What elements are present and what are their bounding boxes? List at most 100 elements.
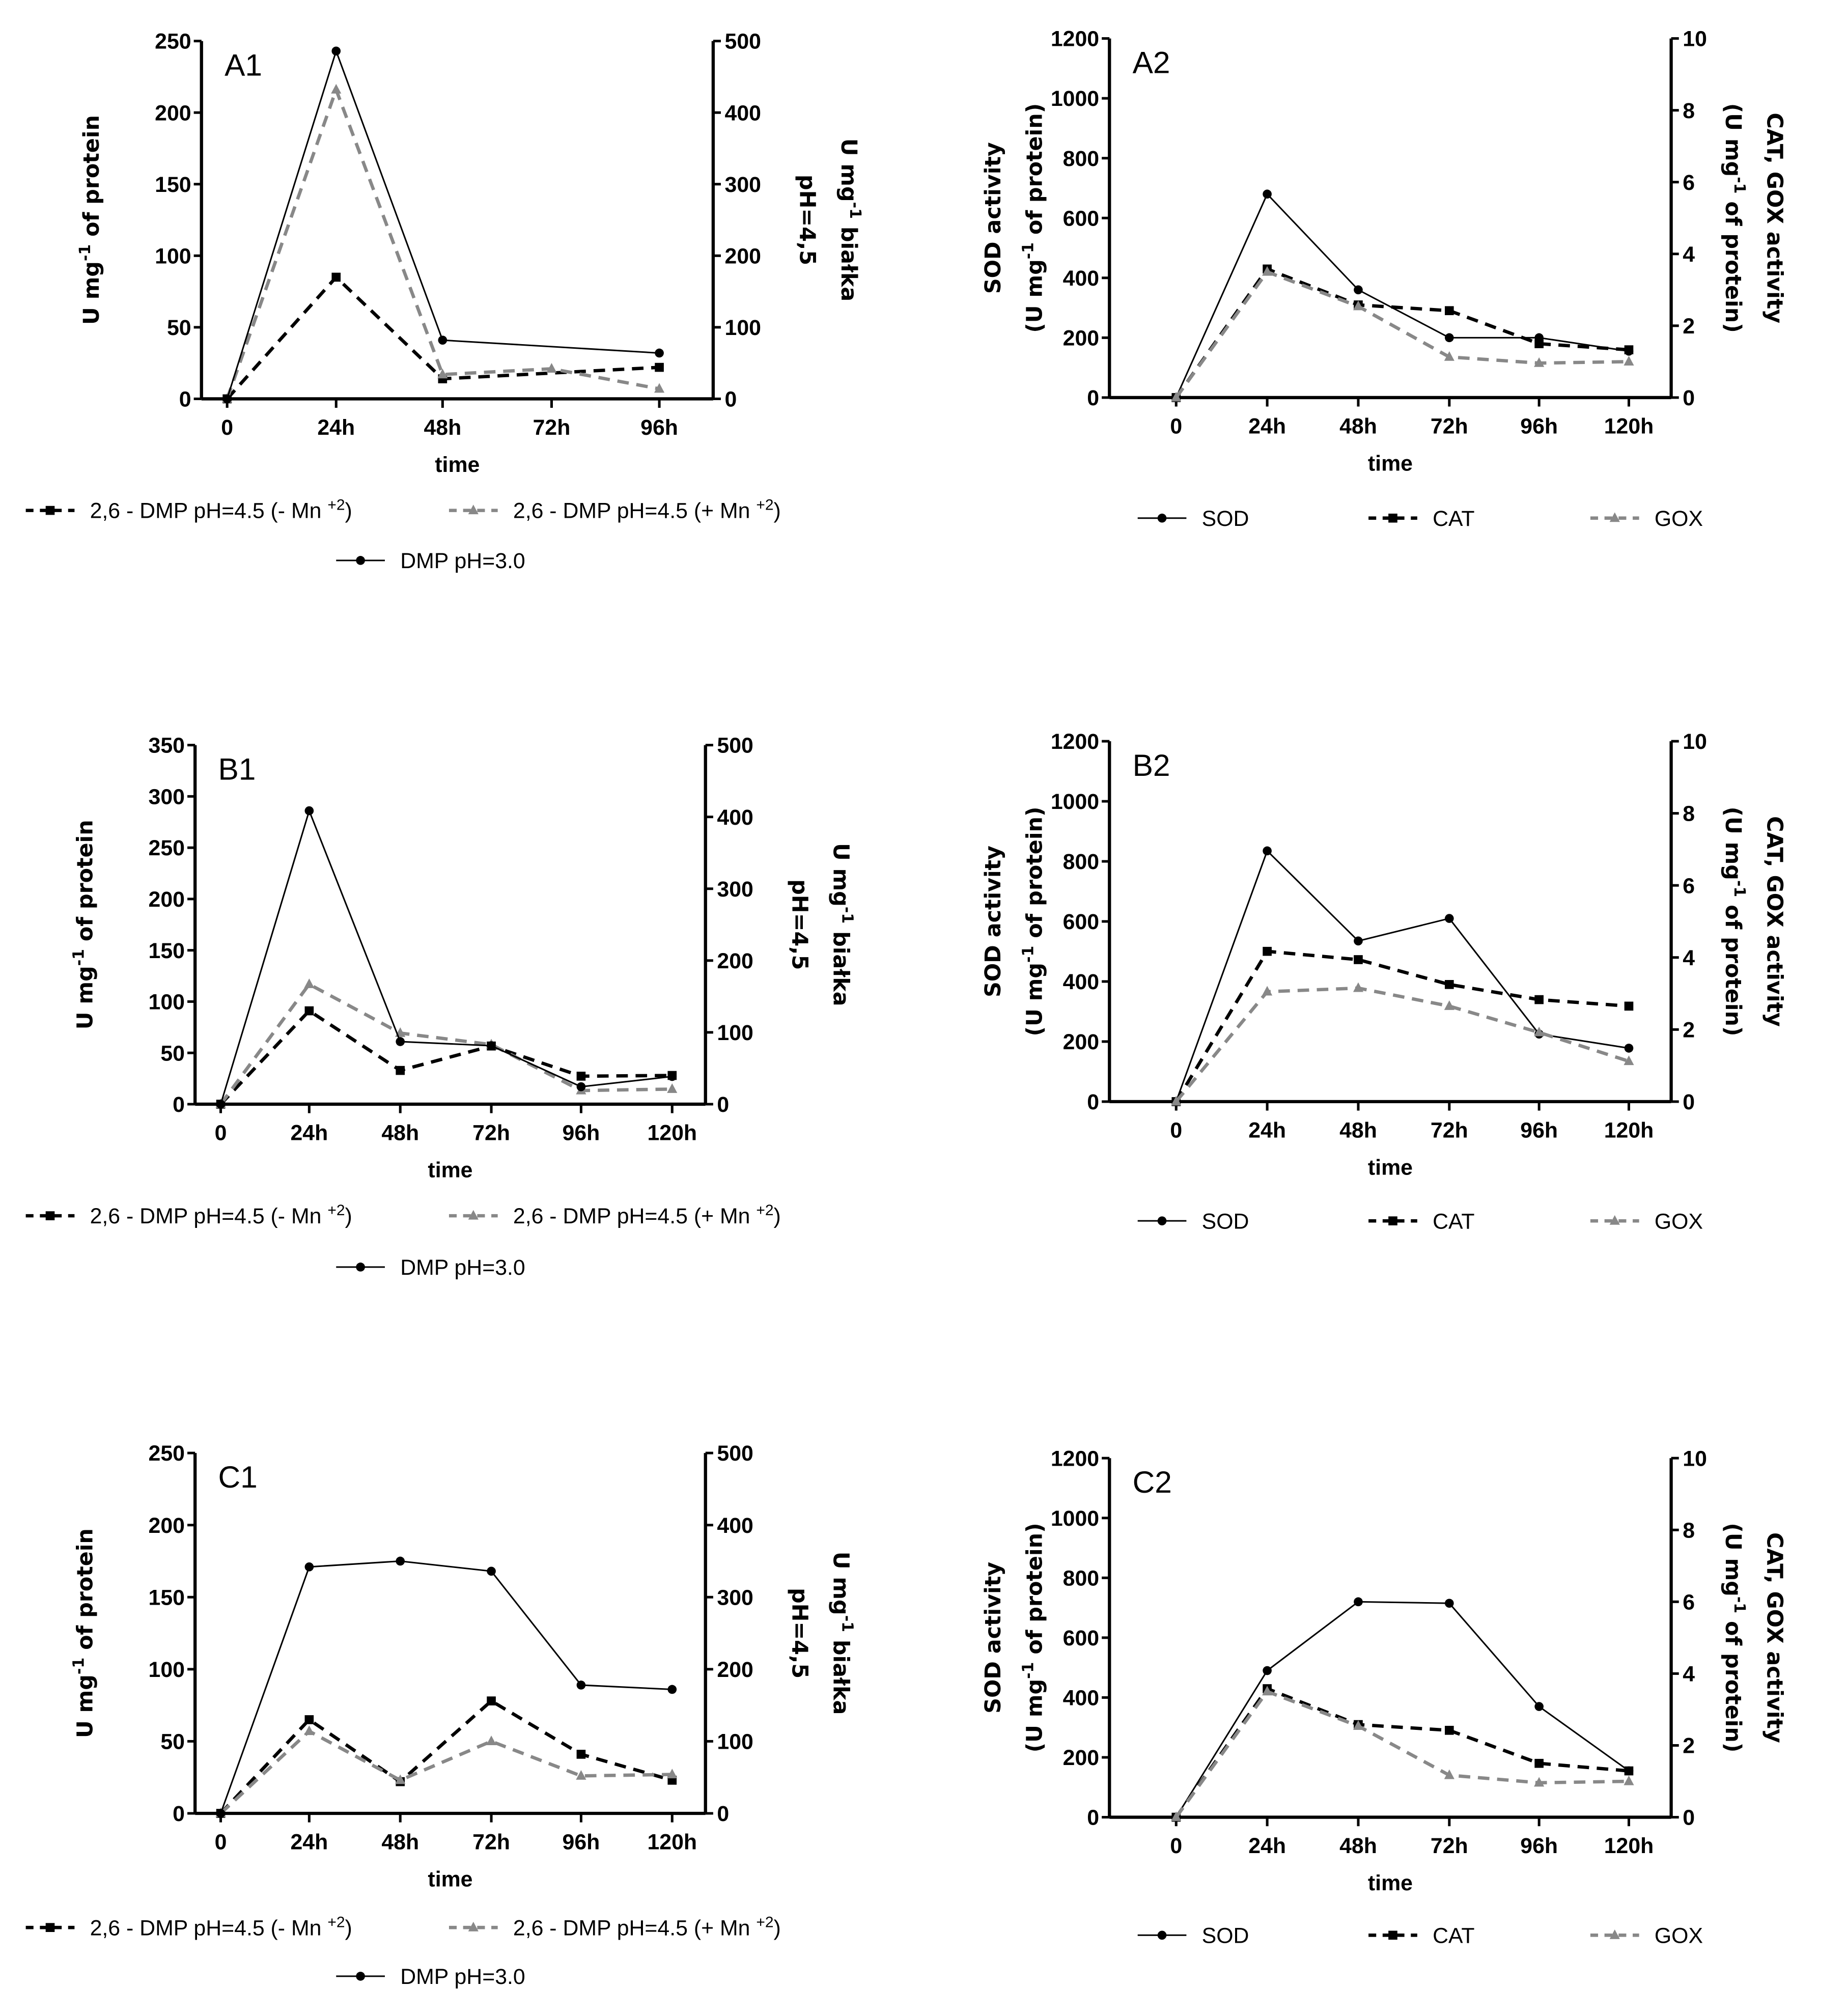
text-span: SOD <box>1202 1209 1249 1234</box>
right-axis-title: CAT, GOX activity (U mg-1 of protein) <box>1720 806 1787 1036</box>
data-point <box>1353 1720 1364 1730</box>
data-point <box>395 1774 406 1784</box>
legend-marker <box>1388 1930 1397 1940</box>
text-span: ) <box>774 499 781 523</box>
text-span: (U mg <box>1022 963 1048 1037</box>
x-tick-label: 24h <box>290 1121 328 1145</box>
text-span: 2,6 - DMP pH=4.5 (- Mn <box>90 1916 328 1940</box>
data-point <box>1444 351 1454 361</box>
chart-B2: 0 200 400 600 800 1000 1200 0 2 4 6 8 10 0 24h 48h 72h 96… <box>981 730 1787 1234</box>
right-tick-label: 8 <box>1683 99 1695 123</box>
data-point <box>1262 266 1273 276</box>
text-span: 2,6 - DMP pH=4.5 (- Mn <box>90 1204 328 1228</box>
right-tick-label: 4 <box>1683 242 1695 267</box>
left-tick-label: 400 <box>1063 1686 1099 1711</box>
text-span: białka <box>828 1632 854 1715</box>
right-tick-label: 0 <box>725 387 737 412</box>
series-line <box>1174 986 1630 1103</box>
superscript: -1 <box>1019 946 1037 963</box>
data-point <box>331 83 342 94</box>
right-tick-label: 300 <box>717 1585 753 1610</box>
legend-item: 2,6 - DMP pH=4.5 (+ Mn +2) <box>449 1914 781 1941</box>
legend-label: 2,6 - DMP pH=4.5 (- Mn +2) <box>90 1202 352 1229</box>
left-tick-label: 250 <box>149 1441 185 1466</box>
data-point <box>1353 300 1364 311</box>
right-tick-label: 4 <box>1683 1662 1695 1687</box>
series-line <box>219 1699 673 1815</box>
data-point <box>1534 1777 1545 1787</box>
legend-item: SOD <box>1137 1209 1249 1234</box>
x-tick-label: 0 <box>221 415 233 440</box>
legend-label: 2,6 - DMP pH=4.5 (+ Mn +2) <box>513 1914 781 1941</box>
data-point <box>1444 1769 1454 1779</box>
x-axis-title: time <box>1368 452 1413 476</box>
data-point <box>1354 1597 1363 1607</box>
superscript: -1 <box>70 949 88 966</box>
axis-title-line: CAT, GOX activity <box>1762 113 1787 323</box>
axis-title-line: pH=4,5 <box>794 175 820 265</box>
x-tick-label: 96h <box>1520 1118 1558 1142</box>
panel-label: A1 <box>225 48 262 82</box>
data-point <box>304 1562 314 1572</box>
x-tick-label: 0 <box>215 1121 227 1145</box>
panel-label: A2 <box>1133 45 1170 80</box>
x-tick-label: 0 <box>215 1830 227 1855</box>
superscript: +2 <box>327 1914 345 1930</box>
legend-item: SOD <box>1137 507 1249 531</box>
data-point <box>487 1696 496 1705</box>
right-axis-title: U mg-1 białka pH=4,5 <box>787 1552 856 1715</box>
data-point <box>667 1083 678 1093</box>
legend-label: 2,6 - DMP pH=4.5 (- Mn +2) <box>90 1914 352 1941</box>
text-span: pH=4,5 <box>787 879 812 970</box>
legend-marker <box>1157 513 1167 523</box>
superscript: -1 <box>1019 1662 1037 1679</box>
text-span: 2,6 - DMP pH=4.5 (+ Mn <box>513 499 756 523</box>
x-tick-label: 96h <box>563 1121 600 1145</box>
x-tick-label: 24h <box>290 1830 328 1855</box>
legend-marker <box>356 1263 365 1272</box>
series-0 <box>1171 1597 1634 1822</box>
data-point <box>331 272 341 282</box>
right-tick-label: 0 <box>717 1093 729 1117</box>
data-point <box>304 978 315 988</box>
left-tick-label: 200 <box>1063 1030 1099 1054</box>
legend-marker <box>1157 1930 1167 1940</box>
text-span: DMP pH=3.0 <box>400 1255 525 1280</box>
text-span: U mg <box>828 1552 854 1615</box>
left-tick-label: 0 <box>173 1093 185 1117</box>
text-span: (U mg <box>1720 103 1746 177</box>
text-span: (U mg <box>1022 259 1048 333</box>
series-line <box>220 808 673 1105</box>
x-tick-label: 24h <box>317 415 355 440</box>
data-point <box>304 1715 314 1724</box>
text-span: 2,6 - DMP pH=4.5 (+ Mn <box>513 1916 756 1940</box>
right-tick-label: 200 <box>725 244 761 268</box>
series-line <box>219 982 673 1105</box>
data-point <box>1353 982 1364 992</box>
text-span: (U mg <box>1022 1679 1048 1753</box>
series-2 <box>216 806 677 1109</box>
series-2 <box>216 1556 677 1818</box>
text-span: (U mg <box>1720 1523 1746 1597</box>
x-tick-label: 0 <box>1170 1834 1182 1858</box>
legend-marker <box>356 556 365 565</box>
axis-title-line: SOD activity <box>981 846 1006 997</box>
left-tick-label: 1000 <box>1051 87 1099 111</box>
left-axis-title: SOD activity (U mg-1 of protein) <box>981 1523 1047 1752</box>
series-2 <box>222 46 664 404</box>
right-tick-label: 8 <box>1683 1518 1695 1543</box>
legend-marker <box>468 1210 479 1220</box>
superscript: -1 <box>1731 1597 1749 1613</box>
right-tick-label: 10 <box>1683 730 1707 754</box>
x-tick-label: 48h <box>1339 414 1377 438</box>
right-tick-label: 200 <box>717 1658 753 1682</box>
left-tick-label: 200 <box>149 1514 185 1538</box>
x-tick-label: 48h <box>1339 1118 1377 1142</box>
data-point <box>1534 1026 1545 1037</box>
superscript: -1 <box>846 202 864 219</box>
x-tick-label: 48h <box>1339 1834 1377 1858</box>
superscript: +2 <box>756 1914 773 1930</box>
axis-title-line: (U mg-1 of protein) <box>1019 103 1048 333</box>
series-line <box>1175 849 1629 1102</box>
superscript: -1 <box>1731 177 1749 193</box>
